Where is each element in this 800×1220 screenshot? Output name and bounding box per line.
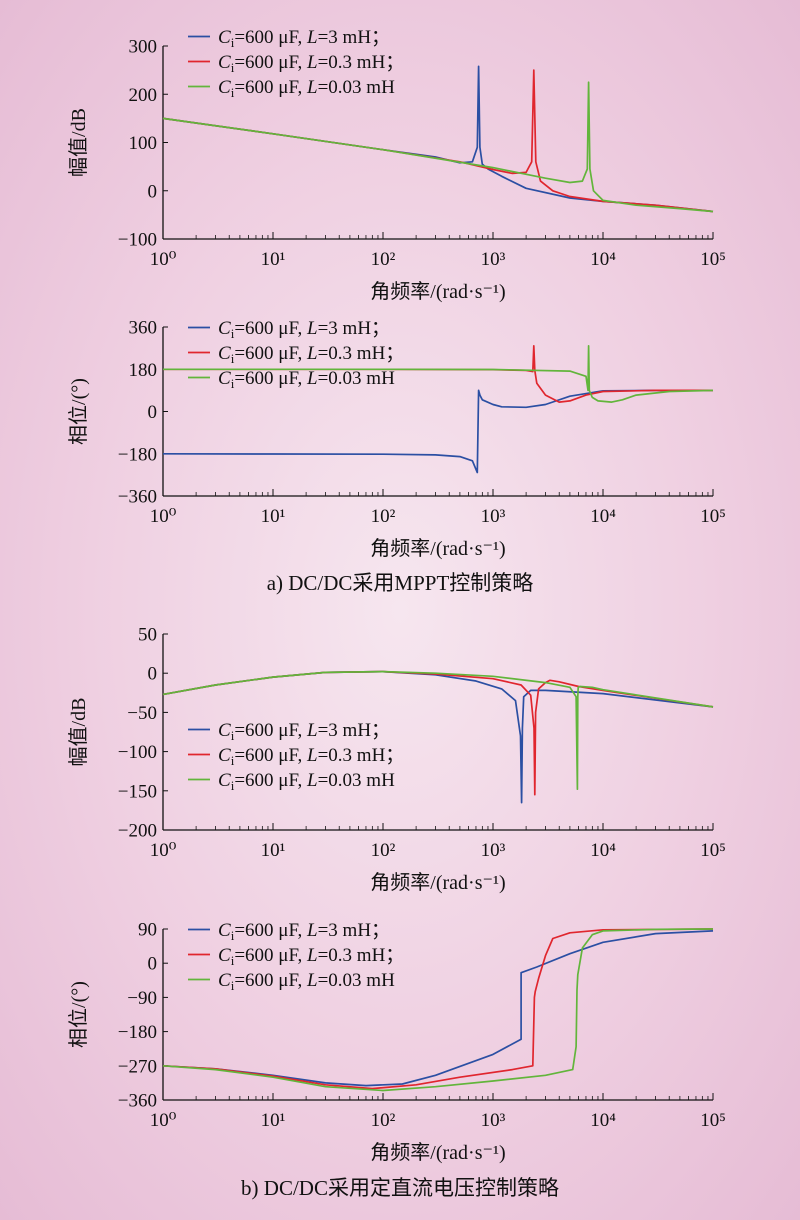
y-tick-label: −100 [118,742,157,763]
x-tick-label: 10⁰ [150,249,177,270]
legend-entry: Ci=600 μF, L=0.03 mH [218,970,395,993]
legend-entry: Ci=600 μF, L=0.03 mH [218,77,395,100]
x-axis-label: 角频率/(rad·s⁻¹) [370,1141,505,1164]
x-tick-label: 10¹ [261,840,286,861]
series-line-green [162,928,714,1092]
x-tick-label: 10¹ [261,1110,286,1131]
y-tick-label: 180 [129,360,158,381]
y-tick-label: −180 [118,444,157,465]
x-tick-label: 10⁴ [590,1110,616,1131]
legend-entry: Ci=600 μF, L=3 mH； [218,920,390,943]
x-tick-label: 10² [371,506,396,527]
legend-entry: Ci=600 μF, L=0.3 mH； [218,745,404,768]
y-tick-label: −360 [118,487,157,508]
y-axis-label: 幅值/dB [67,698,90,767]
x-tick-label: 10³ [481,1110,506,1131]
y-tick-label: 100 [129,133,158,154]
x-tick-label: 10⁵ [700,1110,726,1131]
series-line-green [163,344,714,403]
legend: Ci=600 μF, L=3 mH；Ci=600 μF, L=0.3 mH；Ci… [188,318,404,391]
caption-b: b) DC/DC采用定直流电压控制策略 [241,1176,559,1200]
y-tick-label: 0 [148,181,158,202]
legend: Ci=600 μF, L=3 mH；Ci=600 μF, L=0.3 mH；Ci… [188,27,404,100]
x-tick-label: 10³ [481,506,506,527]
y-tick-label: 0 [148,402,158,423]
series-line-red [162,928,714,1090]
y-tick-label: 90 [138,920,157,941]
y-tick-label: −150 [118,781,157,802]
series-line-green [162,670,714,791]
y-tick-label: −270 [118,1056,157,1077]
y-tick-label: 0 [148,954,158,975]
y-tick-label: −180 [118,1022,157,1043]
legend-entry: Ci=600 μF, L=0.03 mH [218,770,395,793]
legend-entry: Ci=600 μF, L=0.03 mH [218,368,395,391]
y-tick-label: −360 [118,1091,157,1112]
legend-entry: Ci=600 μF, L=3 mH； [218,318,390,341]
x-tick-label: 10⁰ [150,506,177,527]
y-tick-label: 300 [129,37,158,58]
y-tick-label: 50 [138,625,157,646]
x-tick-label: 10⁵ [700,506,726,527]
x-tick-label: 10¹ [261,249,286,270]
x-axis-label: 角频率/(rad·s⁻¹) [370,871,505,894]
y-tick-label: −200 [118,821,157,842]
y-axis-label: 相位/(°) [67,981,90,1048]
x-tick-label: 10⁰ [150,840,177,861]
y-tick-label: 0 [148,664,158,685]
y-tick-label: −90 [127,988,157,1009]
series-line-green [162,81,714,213]
y-tick-label: −100 [118,230,157,251]
legend: Ci=600 μF, L=3 mH；Ci=600 μF, L=0.3 mH；Ci… [188,920,404,993]
x-tick-label: 10⁴ [590,506,616,527]
y-axis-label: 相位/(°) [67,378,90,445]
y-tick-label: 200 [129,85,158,106]
legend-entry: Ci=600 μF, L=3 mH； [218,720,390,743]
y-axis-label: 幅值/dB [67,108,90,177]
x-tick-label: 10³ [481,840,506,861]
y-tick-label: 360 [129,318,158,339]
x-tick-label: 10⁴ [590,249,616,270]
x-axis-label: 角频率/(rad·s⁻¹) [370,280,505,303]
x-tick-label: 10² [371,840,396,861]
x-tick-label: 10¹ [261,506,286,527]
series-line-blue [162,389,713,474]
series-line-blue [162,930,714,1087]
legend: Ci=600 μF, L=3 mH；Ci=600 μF, L=0.3 mH；Ci… [188,720,404,793]
y-tick-label: −50 [127,703,157,724]
x-tick-label: 10⁰ [150,1110,177,1131]
x-tick-label: 10⁵ [700,249,726,270]
legend-entry: Ci=600 μF, L=0.3 mH； [218,52,404,75]
x-tick-label: 10² [371,249,396,270]
legend-entry: Ci=600 μF, L=3 mH； [218,27,390,50]
legend-entry: Ci=600 μF, L=0.3 mH； [218,945,404,968]
legend-entry: Ci=600 μF, L=0.3 mH； [218,343,404,366]
x-tick-label: 10⁵ [700,840,726,861]
x-tick-label: 10² [371,1110,396,1131]
x-axis-label: 角频率/(rad·s⁻¹) [370,537,505,560]
x-tick-label: 10⁴ [590,840,616,861]
caption-a: a) DC/DC采用MPPT控制策略 [266,571,534,595]
x-tick-label: 10³ [481,249,506,270]
